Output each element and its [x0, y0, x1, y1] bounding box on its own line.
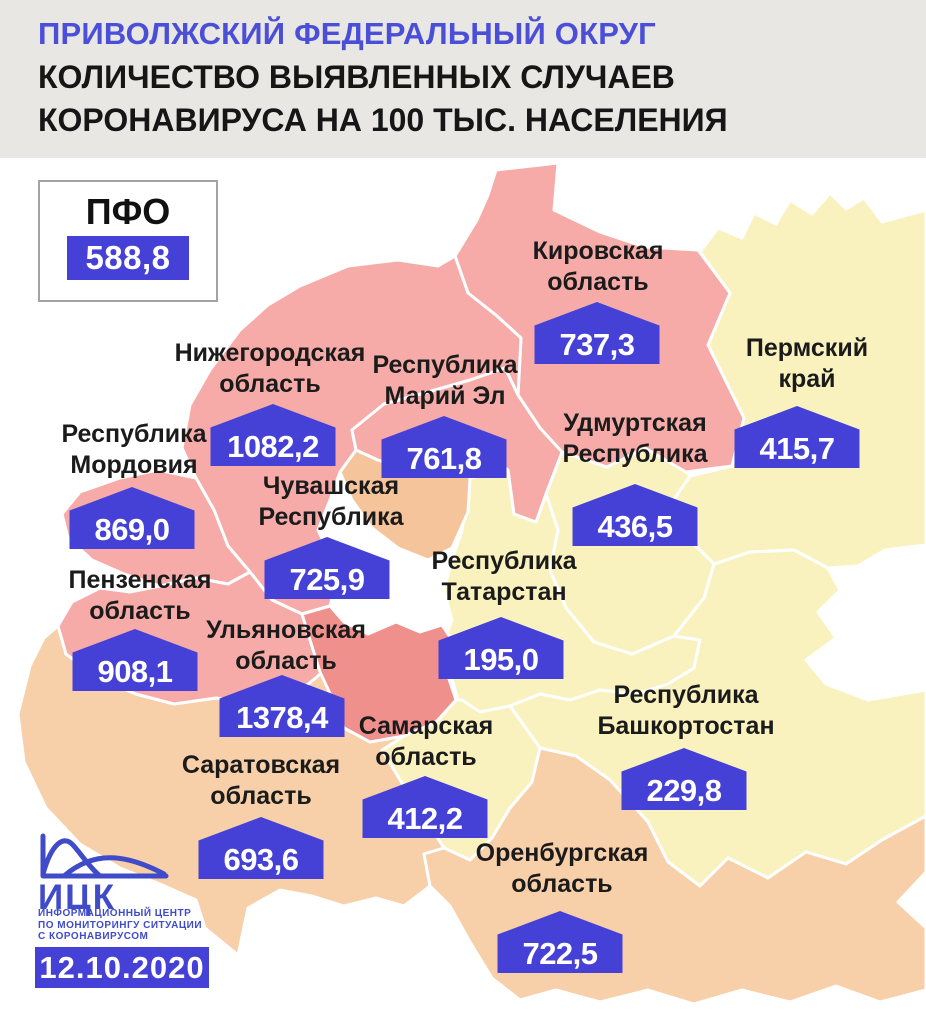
region-label-permskiy-kray: Пермский край	[745, 334, 869, 393]
region-label-kirovskaya-oblast: Кировская область	[532, 237, 664, 296]
page-title: ПРИВОЛЖСКИЙ ФЕДЕРАЛЬНЫЙ ОКРУГ	[38, 16, 656, 51]
org-name: ИНФОРМАЦИОННЫЙ ЦЕНТР ПО МОНИТОРИНГУ СИТУ…	[38, 908, 203, 942]
district-abbr: ПФО	[85, 191, 171, 232]
page-subtitle: КОЛИЧЕСТВО ВЫЯВЛЕННЫХ СЛУЧАЕВ КОРОНАВИРУ…	[38, 56, 728, 142]
icc-logo-text: ИЦК	[38, 878, 117, 917]
date-badge: 12.10.2020	[35, 947, 209, 988]
subtitle-line-1: КОЛИЧЕСТВО ВЫЯВЛЕННЫХ СЛУЧАЕВ	[38, 59, 675, 95]
region-label-samarskaya-oblast: Самарская область	[358, 712, 494, 771]
region-label-respublika-tatarstan: Республика Татарстан	[431, 547, 577, 606]
region-value-badge-saratovskaya-oblast: 693,6	[198, 817, 324, 879]
region-label-chuvashskaya-respublika: Чувашская Республика	[258, 472, 404, 531]
region-label-udmurtskaya-respublika: Удмуртская Республика	[562, 409, 708, 468]
region-label-orenburgskaya-oblast: Оренбургская область	[475, 839, 649, 898]
header-band: ПРИВОЛЖСКИЙ ФЕДЕРАЛЬНЫЙ ОКРУГ КОЛИЧЕСТВО…	[0, 0, 926, 158]
region-label-ulyanovskaya-oblast: Ульяновская область	[206, 616, 366, 675]
region-label-nizhegorodskaya-oblast: Нижегородская область	[174, 339, 366, 398]
region-label-saratovskaya-oblast: Саратовская область	[181, 751, 341, 810]
icc-logo-icon	[40, 833, 169, 879]
subtitle-line-2: КОРОНАВИРУСА НА 100 ТЫС. НАСЕЛЕНИЯ	[38, 102, 728, 138]
region-label-respublika-mariy-el: Республика Марий Эл	[372, 351, 518, 410]
district-value: 588,8	[67, 236, 189, 280]
region-label-penzenskaya-oblast: Пензенская область	[68, 566, 212, 625]
region-label-respublika-mordovia: Республика Мордовия	[61, 420, 207, 479]
region-label-respublika-bashkortostan: Республика Башкортостан	[597, 681, 775, 740]
district-summary-box: ПФО 588,8	[38, 180, 218, 302]
